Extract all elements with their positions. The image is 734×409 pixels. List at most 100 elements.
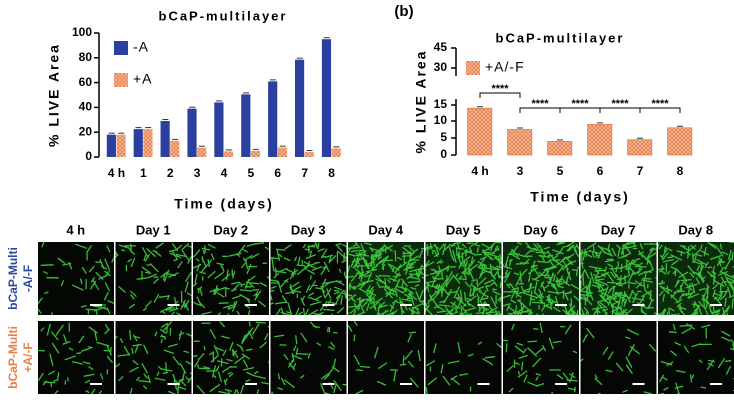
bar — [278, 148, 287, 157]
micrograph — [110, 321, 197, 396]
significance-label: **** — [571, 98, 589, 110]
bar — [107, 135, 116, 157]
x-tick-label: 1 — [140, 166, 147, 180]
micrograph — [420, 242, 506, 324]
bar — [214, 102, 223, 157]
x-tick-label: 7 — [637, 164, 644, 178]
micrograph — [189, 321, 273, 400]
x-tick-label: 3 — [194, 166, 201, 180]
x-tick-label: 3 — [517, 164, 524, 178]
x-axis-label: Time (days) — [530, 189, 630, 205]
column-label: 4 h — [66, 222, 85, 237]
bar — [241, 94, 250, 157]
bar — [116, 135, 125, 157]
x-tick-label: 8 — [328, 166, 335, 180]
legend-swatch — [114, 41, 128, 55]
bar — [548, 141, 572, 155]
row-label: -A/-F — [21, 265, 35, 292]
micrograph-bg — [193, 321, 269, 394]
bar — [628, 140, 652, 155]
y-tick-label: 40 — [79, 100, 93, 114]
bar — [295, 60, 304, 157]
legend-swatch — [466, 61, 480, 75]
y-tick-label: 0 — [440, 147, 447, 161]
micrograph — [271, 321, 347, 399]
bar — [268, 81, 277, 157]
y-axis-label: % LIVE Area — [46, 43, 62, 147]
x-tick-label: 7 — [301, 166, 308, 180]
significance-label: **** — [651, 98, 669, 110]
bar — [305, 152, 314, 157]
micrograph — [340, 242, 433, 325]
significance-label: **** — [491, 83, 509, 95]
micrograph — [36, 242, 115, 322]
micrograph — [658, 321, 734, 404]
micrograph — [185, 242, 273, 322]
y-tick-label: 60 — [79, 75, 93, 89]
x-tick-label: 4 h — [108, 166, 125, 180]
x-tick-label: 6 — [274, 166, 281, 180]
y-tick-label: 30 — [434, 60, 448, 74]
chart-title: bCaP-multilayer — [496, 30, 625, 45]
bar — [134, 129, 143, 157]
x-tick-label: 4 — [221, 166, 228, 180]
y-tick-label: 20 — [79, 124, 93, 138]
bar — [322, 39, 331, 157]
significance-label: **** — [531, 98, 549, 110]
column-label: Day 3 — [291, 222, 326, 237]
micrograph — [651, 242, 734, 321]
row-label: bCaP-Multi — [6, 247, 20, 310]
bar — [224, 151, 233, 157]
micrograph — [267, 242, 353, 322]
column-label: Day 7 — [601, 222, 636, 237]
legend-swatch — [114, 73, 128, 87]
legend-label: +A/-F — [485, 59, 525, 75]
bar — [588, 124, 612, 155]
micrograph — [503, 321, 579, 399]
bar — [508, 130, 532, 156]
micrograph — [572, 242, 661, 323]
y-tick-label: 15 — [434, 97, 448, 111]
column-label: Day 6 — [523, 222, 558, 237]
legend-label: +A — [133, 71, 153, 87]
column-label: Day 1 — [136, 222, 171, 237]
column-label: Day 5 — [446, 222, 481, 237]
bar — [161, 121, 170, 157]
row-label: +A/-F — [21, 342, 35, 372]
y-tick-label: 100 — [72, 25, 92, 39]
bar — [197, 148, 206, 157]
micrograph-bg — [581, 321, 657, 394]
micrograph — [38, 321, 114, 398]
y-tick-label: 10 — [434, 113, 448, 127]
x-tick-label: 5 — [248, 166, 255, 180]
y-axis-label: % LIVE Area — [413, 50, 429, 154]
x-tick-label: 2 — [167, 166, 174, 180]
bar — [251, 151, 260, 157]
x-tick-label: 6 — [597, 164, 604, 178]
bar — [170, 141, 179, 157]
micrograph-bg — [116, 321, 192, 394]
bar — [332, 148, 341, 157]
micrograph — [499, 242, 588, 324]
x-axis-label: Time (days) — [174, 196, 274, 212]
micrograph — [580, 321, 656, 397]
column-label: Day 8 — [678, 222, 713, 237]
legend-label: -A — [133, 39, 149, 55]
micrograph-bg — [503, 321, 579, 394]
micrograph — [348, 321, 424, 394]
micrograph-bg — [116, 242, 192, 315]
micrograph — [111, 242, 193, 319]
chart-title: bCaP-multilayer — [159, 8, 288, 23]
bar — [143, 129, 152, 157]
x-tick-label: 4 h — [471, 164, 488, 178]
y-tick-label: 45 — [434, 40, 448, 54]
y-tick-label: 5 — [440, 130, 447, 144]
row-label: bCaP-Multi — [6, 326, 20, 389]
column-label: Day 2 — [213, 222, 248, 237]
column-label: Day 4 — [368, 222, 403, 237]
y-tick-label: 80 — [79, 50, 93, 64]
significance-label: **** — [611, 98, 629, 110]
x-tick-label: 5 — [557, 164, 564, 178]
x-tick-label: 8 — [677, 164, 684, 178]
